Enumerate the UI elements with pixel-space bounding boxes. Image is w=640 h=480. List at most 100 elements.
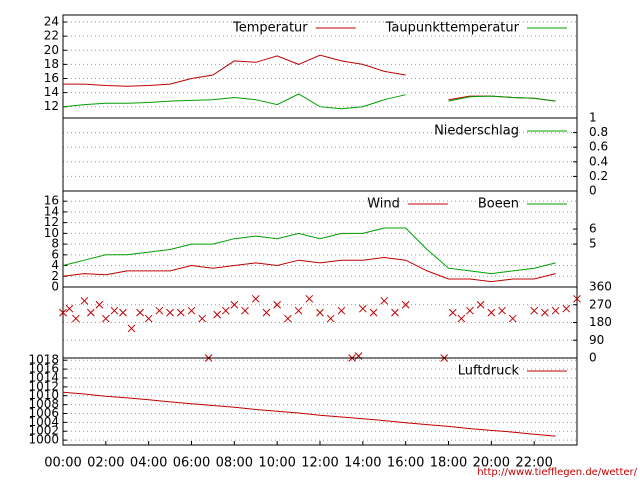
y-tick-label: 180: [589, 315, 612, 329]
scatter-point: [127, 324, 136, 333]
y-tick-label: 22: [44, 29, 59, 43]
scatter-point: [198, 314, 207, 323]
scatter-point: [391, 308, 399, 317]
x-tick-label: 06:00: [173, 456, 210, 471]
scatter-point: [101, 314, 110, 323]
scatter-point: [59, 308, 67, 317]
y-tick-label: 0: [589, 184, 597, 198]
scatter-point: [466, 306, 474, 315]
series-line: [62, 227, 556, 275]
x-tick-label: 10:00: [258, 456, 295, 471]
legend-label: Luftdruck: [458, 364, 520, 379]
scatter-point: [305, 294, 314, 303]
scatter-point: [380, 296, 389, 305]
scatter-point: [448, 308, 457, 317]
series-line: [62, 256, 556, 283]
x-tick-label: 18:00: [430, 456, 467, 471]
scatter-point: [284, 314, 292, 323]
x-tick-label: 04:00: [130, 456, 167, 471]
scatter-point: [262, 308, 271, 317]
scatter-point: [166, 308, 174, 317]
scatter-point: [551, 306, 560, 315]
x-tick-label: 22:00: [515, 456, 552, 471]
scatter-point: [541, 308, 549, 317]
scatter-point: [80, 296, 89, 305]
y2-tick-label: 6: [589, 222, 597, 236]
scatter-point: [530, 306, 539, 315]
x-tick-label: 16:00: [387, 456, 424, 471]
y-tick-label: 16: [44, 194, 59, 208]
y-tick-label: 1018: [28, 353, 59, 367]
scatter-point: [316, 308, 324, 317]
y-tick-label: 0: [51, 280, 59, 294]
scatter-point: [573, 294, 581, 303]
y-tick-label: 0: [589, 351, 597, 365]
y-tick-label: 24: [44, 15, 59, 29]
series-line: [62, 93, 556, 110]
legend-label: Boeen: [478, 197, 519, 212]
scatter-point: [65, 304, 74, 313]
series-line: [63, 54, 556, 102]
scatter-point: [457, 314, 466, 323]
scatter-point: [187, 306, 196, 315]
y-tick-label: 8: [51, 237, 59, 251]
scatter-point: [221, 306, 230, 315]
scatter-point: [136, 308, 144, 317]
y-tick-label: 4: [51, 258, 59, 272]
y-tick-label: 0.2: [589, 169, 608, 183]
scatter-point: [213, 310, 222, 319]
y-tick-label: 1016: [28, 362, 59, 376]
x-tick-label: 02:00: [87, 456, 124, 471]
legend-label: Niederschlag: [434, 124, 519, 139]
y-tick-label: 0.4: [589, 154, 608, 168]
scatter-point: [144, 314, 153, 323]
x-tick-label: 20:00: [473, 456, 510, 471]
scatter-point: [326, 314, 335, 323]
scatter-point: [476, 300, 485, 309]
x-tick-label: 14:00: [344, 456, 381, 471]
y-tick-label: 360: [589, 280, 612, 294]
y-tick-label: 1000: [28, 433, 59, 447]
legend-label: Temperatur: [232, 21, 308, 36]
legend-label: Taupunkttemperatur: [385, 21, 520, 36]
y-tick-label: 270: [589, 297, 612, 311]
y-tick-label: 1006: [28, 406, 59, 420]
y-tick-label: 16: [44, 71, 59, 85]
y2-tick-label: 5: [589, 237, 597, 251]
y-tick-label: 2: [51, 269, 59, 283]
y-tick-label: 20: [44, 43, 59, 57]
scatter-point: [273, 300, 282, 309]
scatter-point: [358, 304, 367, 313]
y-tick-label: 1004: [28, 415, 59, 429]
scatter-point: [251, 294, 260, 303]
y-tick-label: 1010: [28, 388, 59, 402]
y-tick-label: 10: [44, 226, 59, 240]
scatter-point: [241, 306, 249, 315]
scatter-point: [86, 308, 95, 317]
scatter-point: [71, 314, 80, 323]
scatter-point: [487, 308, 496, 317]
scatter-point: [294, 306, 303, 315]
scatter-point: [95, 300, 104, 309]
y-tick-label: 90: [589, 333, 604, 347]
y-tick-label: 6: [51, 247, 59, 261]
y-tick-label: 1012: [28, 379, 59, 393]
scatter-point: [562, 304, 571, 313]
scatter-point: [176, 308, 185, 317]
scatter-point: [155, 306, 164, 315]
series-line: [62, 391, 556, 437]
y-tick-label: 1014: [28, 370, 59, 384]
x-tick-label: 12:00: [301, 456, 338, 471]
footer-url: http://www.tiefflegen.de/wetter/: [477, 467, 637, 478]
y-tick-label: 1: [589, 111, 597, 125]
y-tick-label: 14: [44, 85, 59, 99]
y-tick-label: 0.8: [589, 125, 608, 139]
scatter-point: [498, 306, 506, 315]
y-tick-label: 1008: [28, 397, 59, 411]
scatter-point: [230, 300, 239, 309]
y-tick-label: 12: [44, 99, 59, 113]
legend-label: Wind: [367, 197, 400, 212]
scatter-point: [508, 314, 517, 323]
x-tick-label: 00:00: [44, 456, 81, 471]
